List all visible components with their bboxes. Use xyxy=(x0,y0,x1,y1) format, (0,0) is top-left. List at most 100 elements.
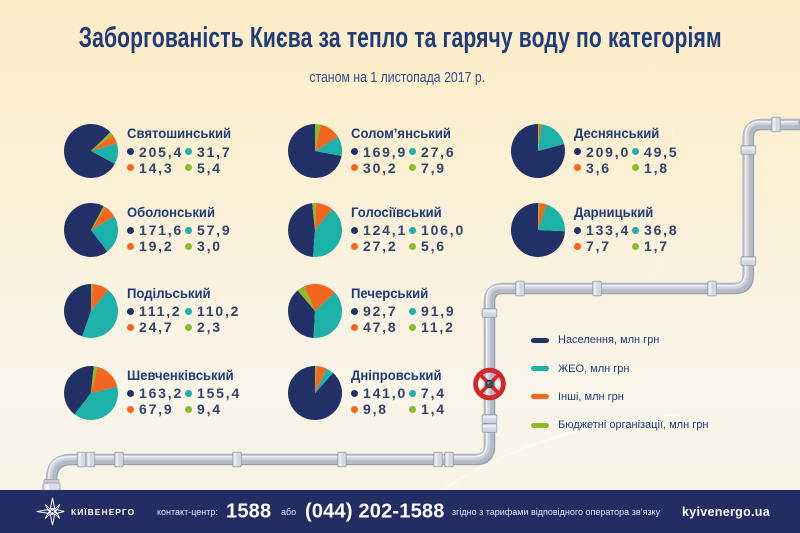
legend-label: Населення, млн грн xyxy=(558,334,660,347)
pipe-coupling xyxy=(740,145,757,155)
district-values: 169,9 27,6 30,2 7,9 xyxy=(351,144,501,176)
pie-slice xyxy=(297,285,315,311)
district-values: 209,0 49,5 3,6 1,8 xyxy=(574,144,724,176)
district-value: 92,7 xyxy=(351,303,409,319)
website-link[interactable]: kyivenergo.ua xyxy=(682,504,770,519)
pie-slice xyxy=(538,123,540,151)
district-value: 5,4 xyxy=(185,160,277,176)
legend-item: Інші, млн грн xyxy=(531,383,708,411)
district-value: 124,1 xyxy=(351,222,409,238)
district-value: 111,2 xyxy=(127,303,185,319)
district-value: 133,4 xyxy=(574,222,632,238)
pie-slice xyxy=(288,124,342,178)
pipe-coupling xyxy=(433,451,443,468)
value-bullet-icon xyxy=(632,148,639,156)
district-value: 1,7 xyxy=(632,238,724,254)
value-bullet-icon xyxy=(127,389,134,397)
pie-slice xyxy=(91,215,118,251)
value-bullet-icon xyxy=(127,148,134,156)
district-value: 205,4 xyxy=(127,144,185,160)
tariff-note: згідно з тарифами відповідного оператора… xyxy=(452,506,661,517)
pie-chart xyxy=(64,124,118,179)
pie-slice xyxy=(511,124,566,178)
district-value: 1,8 xyxy=(632,160,724,176)
value-bullet-icon xyxy=(127,405,134,413)
pie-slice xyxy=(315,202,332,230)
value-bullet-icon xyxy=(185,307,192,315)
value-bullet-icon xyxy=(185,323,192,331)
pie-slice xyxy=(315,136,343,156)
legend-label: Інші, млн грн xyxy=(558,390,624,403)
district-name: Подільський xyxy=(127,285,211,301)
district-value: 155,4 xyxy=(185,385,277,401)
pipe-run xyxy=(45,118,800,484)
district-values: 111,2 110,2 24,7 2,3 xyxy=(127,303,277,335)
pie-chart xyxy=(510,202,565,257)
district-name: Деснянський xyxy=(574,126,660,141)
value-bullet-icon xyxy=(185,226,192,234)
district-name: Голосіївський xyxy=(351,204,442,220)
legend-label: ЖЕО, млн грн xyxy=(558,362,630,375)
pie-chart xyxy=(64,283,118,338)
district-value: 110,2 xyxy=(185,303,277,319)
district-value: 11,2 xyxy=(409,319,501,335)
value-bullet-icon xyxy=(632,164,639,172)
pie-slice xyxy=(91,143,118,164)
value-bullet-icon xyxy=(632,242,639,250)
pipe-coupling xyxy=(740,256,757,266)
value-bullet-icon xyxy=(351,242,358,250)
district-value: 171,6 xyxy=(127,222,185,238)
phone-full-number: (044) 202-1588 xyxy=(305,500,445,522)
district-value: 3,0 xyxy=(185,238,277,254)
pie-slice xyxy=(91,283,93,311)
value-bullet-icon xyxy=(632,226,639,234)
legend-swatch xyxy=(531,394,549,400)
district-value: 57,9 xyxy=(185,222,277,238)
pie-slice xyxy=(64,365,94,414)
district-name: Святошинський xyxy=(127,126,232,141)
footer-bar: КИЇВЕНЕРГО контакт-центр: 1588 або (044)… xyxy=(0,490,800,533)
value-bullet-icon xyxy=(127,242,134,250)
pie-slice xyxy=(538,203,565,231)
pie-slice xyxy=(538,124,565,151)
district-value: 27,2 xyxy=(351,238,409,254)
pipe-coupling xyxy=(444,451,454,468)
value-bullet-icon xyxy=(409,405,416,413)
pipe-coupling xyxy=(76,451,87,468)
value-bullet-icon xyxy=(185,164,192,172)
pie-slice xyxy=(91,283,109,311)
pie-slice xyxy=(64,283,91,337)
district-name: Дніпровський xyxy=(351,367,442,383)
brand-name: КИЇВЕНЕРГО xyxy=(71,506,136,517)
district-value: 2,3 xyxy=(185,319,277,335)
pie-chart xyxy=(288,365,343,420)
district-name: Солом’янський xyxy=(351,126,451,141)
district-values: 163,2 155,4 67,9 9,4 xyxy=(127,385,277,417)
pie-slice xyxy=(315,124,338,151)
kyivenergo-star-icon xyxy=(36,497,65,526)
pie-slice xyxy=(313,208,342,257)
legend-swatch xyxy=(531,366,549,372)
district-value: 7,9 xyxy=(409,160,501,176)
district-value: 9,4 xyxy=(185,401,277,417)
district-value: 14,3 xyxy=(127,160,185,176)
page-title: Заборгованість Києва за тепло та гарячу … xyxy=(78,22,722,54)
district-value: 141,0 xyxy=(351,385,409,401)
page-subtitle: станом на 1 листопада 2017 р. xyxy=(309,69,485,86)
value-bullet-icon xyxy=(409,323,416,331)
pie-slice xyxy=(315,365,327,393)
value-bullet-icon xyxy=(127,164,134,172)
value-bullet-icon xyxy=(127,323,134,331)
pie-chart xyxy=(64,365,118,420)
pie-slice xyxy=(91,206,115,230)
district-value: 169,9 xyxy=(351,144,409,160)
district-value: 30,2 xyxy=(351,160,409,176)
brand-logo: КИЇВЕНЕРГО xyxy=(36,490,135,533)
phone-short-number: 1588 xyxy=(226,500,272,522)
pie-slice xyxy=(315,365,317,393)
pie-slice xyxy=(538,202,547,230)
district-value: 27,6 xyxy=(409,144,501,160)
pipe-coupling xyxy=(515,280,525,297)
value-bullet-icon xyxy=(185,148,192,156)
